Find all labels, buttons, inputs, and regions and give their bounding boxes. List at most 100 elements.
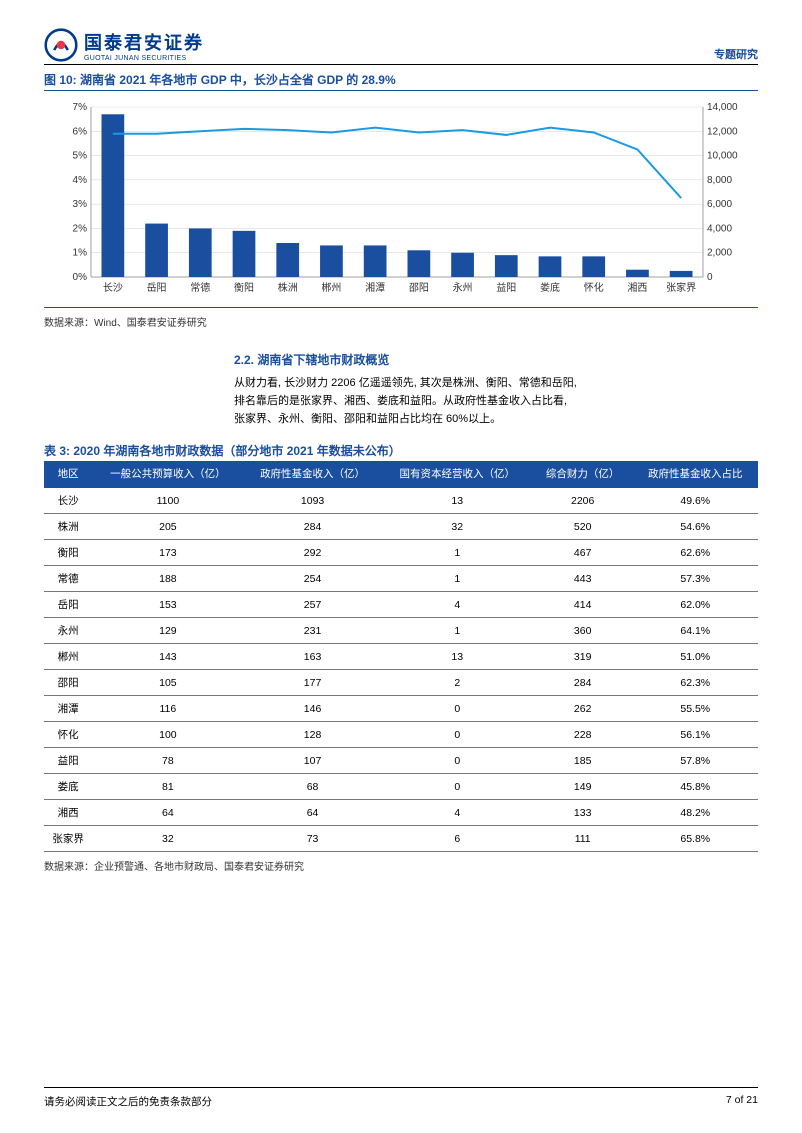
table-row: 永州129231136064.1%: [44, 618, 758, 644]
table-row: 邵阳105177228462.3%: [44, 670, 758, 696]
table-cell: 0: [382, 696, 533, 722]
table-header-cell: 政府性基金收入占比: [633, 462, 758, 488]
table-row: 湘潭116146026255.5%: [44, 696, 758, 722]
table-cell: 益阳: [44, 748, 92, 774]
table-cell: 4: [382, 592, 533, 618]
svg-text:12,000: 12,000: [707, 126, 738, 137]
table-cell: 105: [92, 670, 243, 696]
table-cell: 185: [533, 748, 633, 774]
table-cell: 衡阳: [44, 540, 92, 566]
table-cell: 13: [382, 644, 533, 670]
table-header-cell: 地区: [44, 462, 92, 488]
table-cell: 湘潭: [44, 696, 92, 722]
table-cell: 1093: [243, 488, 381, 514]
table-cell: 株洲: [44, 514, 92, 540]
table-cell: 188: [92, 566, 243, 592]
table-cell: 郴州: [44, 644, 92, 670]
table-cell: 1: [382, 566, 533, 592]
table-header-cell: 一般公共预算收入（亿）: [92, 462, 243, 488]
table-cell: 68: [243, 774, 381, 800]
svg-text:7%: 7%: [73, 102, 88, 113]
table-cell: 231: [243, 618, 381, 644]
table-cell: 4: [382, 800, 533, 826]
svg-text:5%: 5%: [73, 151, 88, 162]
table-header-cell: 政府性基金收入（亿）: [243, 462, 381, 488]
table-cell: 149: [533, 774, 633, 800]
table-cell: 73: [243, 826, 381, 852]
table-cell: 45.8%: [633, 774, 758, 800]
table-cell: 57.3%: [633, 566, 758, 592]
table-cell: 1: [382, 540, 533, 566]
section-line3: 张家界、永州、衡阳、邵阳和益阳占比均在 60%以上。: [234, 413, 501, 425]
table-row: 岳阳153257441462.0%: [44, 592, 758, 618]
logo-en-text: GUOTAI JUNAN SECURITIES: [84, 55, 204, 62]
svg-text:2,000: 2,000: [707, 248, 732, 259]
table-cell: 262: [533, 696, 633, 722]
table-row: 长沙1100109313220649.6%: [44, 488, 758, 514]
table-cell: 2: [382, 670, 533, 696]
table-cell: 岳阳: [44, 592, 92, 618]
svg-text:湘潭: 湘潭: [365, 281, 385, 294]
svg-text:0: 0: [707, 272, 713, 283]
svg-text:张家界: 张家界: [666, 281, 696, 294]
chart-container: 0%1%2%3%4%5%6%7%02,0004,0006,0008,00010,…: [44, 90, 758, 308]
svg-text:8,000: 8,000: [707, 175, 732, 186]
table-cell: 62.6%: [633, 540, 758, 566]
table-row: 娄底8168014945.8%: [44, 774, 758, 800]
table-source: 数据来源：企业预警通、各地市财政局、国泰君安证券研究: [44, 858, 758, 873]
table-cell: 116: [92, 696, 243, 722]
table-cell: 0: [382, 722, 533, 748]
table-cell: 1100: [92, 488, 243, 514]
table-cell: 143: [92, 644, 243, 670]
table-cell: 319: [533, 644, 633, 670]
table-row: 怀化100128022856.1%: [44, 722, 758, 748]
table-cell: 173: [92, 540, 243, 566]
section-line2: 排名靠后的是张家界、湘西、娄底和益阳。从政府性基金收入占比看,: [234, 395, 567, 407]
table-cell: 414: [533, 592, 633, 618]
table-cell: 常德: [44, 566, 92, 592]
table-cell: 360: [533, 618, 633, 644]
svg-text:4,000: 4,000: [707, 223, 732, 234]
table-cell: 张家界: [44, 826, 92, 852]
table-cell: 0: [382, 748, 533, 774]
table-cell: 443: [533, 566, 633, 592]
table-cell: 64.1%: [633, 618, 758, 644]
table-cell: 133: [533, 800, 633, 826]
table-cell: 100: [92, 722, 243, 748]
svg-text:邵阳: 邵阳: [409, 282, 429, 294]
svg-text:长沙: 长沙: [103, 282, 123, 294]
svg-text:永州: 永州: [453, 281, 473, 294]
table-cell: 65.8%: [633, 826, 758, 852]
table-cell: 0: [382, 774, 533, 800]
table-cell: 64: [92, 800, 243, 826]
table-cell: 146: [243, 696, 381, 722]
figure-source: 数据来源：Wind、国泰君安证券研究: [44, 314, 758, 329]
table-cell: 107: [243, 748, 381, 774]
table-cell: 64: [243, 800, 381, 826]
svg-text:4%: 4%: [73, 175, 88, 186]
svg-text:6%: 6%: [73, 126, 88, 137]
svg-text:2%: 2%: [73, 223, 88, 234]
logo-icon: [44, 28, 78, 62]
figure-title: 图 10: 湖南省 2021 年各地市 GDP 中，长沙占全省 GDP 的 28…: [44, 71, 758, 88]
table-cell: 32: [92, 826, 243, 852]
fiscal-table: 地区一般公共预算收入（亿）政府性基金收入（亿）国有资本经营收入（亿）综合财力（亿…: [44, 461, 758, 852]
table-cell: 205: [92, 514, 243, 540]
gdp-chart: 0%1%2%3%4%5%6%7%02,0004,0006,0008,00010,…: [51, 99, 751, 299]
table-cell: 284: [533, 670, 633, 696]
table-header-cell: 国有资本经营收入（亿）: [382, 462, 533, 488]
table-row: 株洲2052843252054.6%: [44, 514, 758, 540]
table-cell: 2206: [533, 488, 633, 514]
svg-text:衡阳: 衡阳: [234, 282, 254, 294]
company-logo: 国泰君安证券 GUOTAI JUNAN SECURITIES: [44, 28, 204, 62]
table-cell: 57.8%: [633, 748, 758, 774]
table-cell: 1: [382, 618, 533, 644]
table-cell: 邵阳: [44, 670, 92, 696]
table-cell: 56.1%: [633, 722, 758, 748]
svg-text:郴州: 郴州: [321, 281, 341, 294]
svg-text:3%: 3%: [73, 199, 88, 210]
svg-text:0%: 0%: [73, 272, 88, 283]
table-cell: 48.2%: [633, 800, 758, 826]
table-cell: 129: [92, 618, 243, 644]
table-cell: 81: [92, 774, 243, 800]
